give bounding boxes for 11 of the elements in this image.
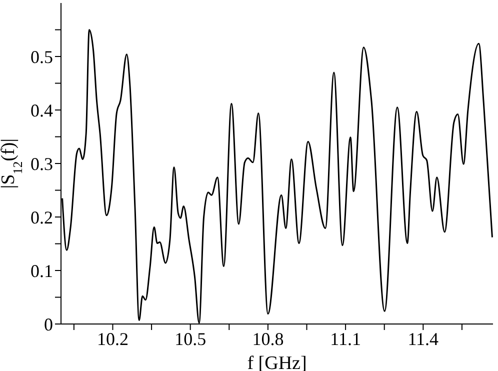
y-tick-label: 0.3 <box>30 154 53 174</box>
x-tick-label: 10.5 <box>174 328 206 349</box>
y-tick-label: 0 <box>44 314 53 334</box>
x-tick-label: 10.2 <box>96 328 128 349</box>
y-tick-label: 0.4 <box>30 100 53 120</box>
x-tick-label: 10.8 <box>252 328 284 349</box>
x-tick-label: 11.1 <box>330 328 361 349</box>
x-tick-label: 11.4 <box>408 328 439 349</box>
y-tick-label: 0.2 <box>30 207 53 228</box>
y-tick-label: 0.5 <box>30 46 53 67</box>
y-tick-label: 0.1 <box>30 260 53 281</box>
